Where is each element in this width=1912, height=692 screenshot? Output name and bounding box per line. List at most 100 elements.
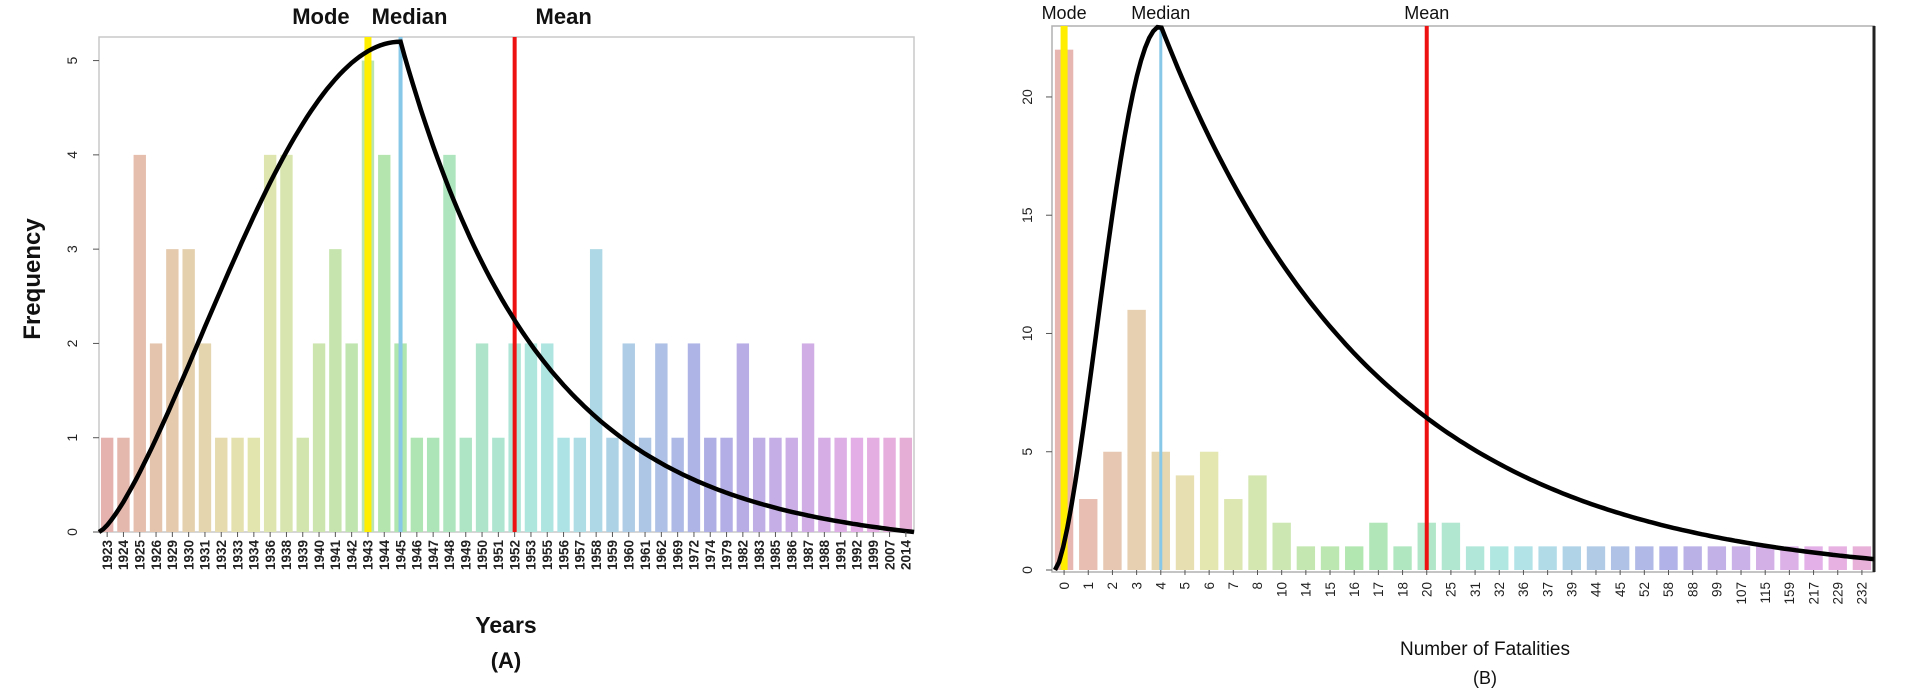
x-tick-label: 8 xyxy=(1250,582,1265,590)
x-tick-label: 58 xyxy=(1661,582,1676,597)
bar-1938 xyxy=(280,154,293,533)
bar-1947 xyxy=(426,437,440,532)
bar-1942 xyxy=(345,343,358,532)
x-tick-label: 2007 xyxy=(882,540,897,570)
bar-1957 xyxy=(573,437,587,532)
bar-1988 xyxy=(818,437,831,532)
mode-label: Mode xyxy=(1042,3,1087,23)
y-tick-label: 3 xyxy=(64,245,80,253)
bar-8 xyxy=(1248,475,1267,570)
x-tick-label: 18 xyxy=(1395,582,1410,597)
panel-a-marker-labels: Mode Median Mean xyxy=(292,4,592,29)
bar-1932 xyxy=(215,437,228,532)
panel-a-label: (A) xyxy=(491,648,522,673)
bar-2014 xyxy=(899,437,913,532)
x-tick-label: 25 xyxy=(1444,582,1459,597)
bar-1962 xyxy=(655,343,668,532)
x-tick-label: 15 xyxy=(1323,582,1338,597)
x-tick-label: 1931 xyxy=(198,540,213,571)
bar-1969 xyxy=(671,437,684,532)
x-tick-label: 217 xyxy=(1806,582,1821,605)
x-tick-label: 1934 xyxy=(247,540,262,571)
x-tick-label: 1962 xyxy=(654,540,669,570)
x-tick-label: 99 xyxy=(1710,582,1725,597)
x-tick-label: 1940 xyxy=(312,540,327,570)
x-tick-label: 1941 xyxy=(328,540,343,571)
x-tick-label: 2014 xyxy=(899,540,914,571)
x-tick-label: 1969 xyxy=(670,540,685,570)
x-tick-label: 1929 xyxy=(165,540,180,570)
bar-6 xyxy=(1199,451,1219,570)
x-tick-label: 1945 xyxy=(393,540,408,571)
x-tick-label: 1999 xyxy=(866,540,881,570)
bar-1992 xyxy=(850,437,864,532)
x-tick-label: 32 xyxy=(1492,582,1507,597)
bar-1949 xyxy=(459,437,472,532)
bar-1979 xyxy=(720,437,733,532)
panel-a-bars xyxy=(100,60,913,533)
bar-37 xyxy=(1538,546,1557,570)
panel-a-xlabel: Years xyxy=(475,612,536,638)
x-tick-label: 1988 xyxy=(817,540,832,571)
bar-32 xyxy=(1490,546,1509,570)
x-tick-label: 1924 xyxy=(116,540,131,571)
x-tick-label: 16 xyxy=(1347,582,1362,597)
x-tick-label: 31 xyxy=(1468,582,1483,597)
bar-115 xyxy=(1756,546,1775,570)
x-tick-label: 1949 xyxy=(458,540,473,570)
x-tick-label: 20 xyxy=(1419,582,1434,597)
panel-a-markers xyxy=(364,37,517,532)
bar-1961 xyxy=(638,437,652,532)
bar-17 xyxy=(1369,522,1388,570)
x-tick-label: 52 xyxy=(1637,582,1652,597)
x-tick-label: 1982 xyxy=(736,540,751,570)
bar-88 xyxy=(1683,546,1702,570)
x-tick-label: 88 xyxy=(1685,582,1700,597)
x-tick-label: 107 xyxy=(1734,582,1749,605)
bar-1929 xyxy=(166,249,179,532)
bar-1959 xyxy=(606,437,619,532)
bar-1955 xyxy=(541,343,554,532)
mean-label: Mean xyxy=(1404,3,1449,23)
y-tick-label: 20 xyxy=(1019,89,1035,105)
bar-7 xyxy=(1224,499,1243,570)
bar-1 xyxy=(1079,499,1098,570)
x-tick-label: 1944 xyxy=(377,540,392,571)
bar-2007 xyxy=(883,437,896,532)
x-tick-label: 159 xyxy=(1782,582,1797,605)
bar-45 xyxy=(1610,546,1630,570)
bar-1953 xyxy=(524,343,538,532)
x-tick-label: 1956 xyxy=(556,540,571,571)
bar-36 xyxy=(1514,546,1533,570)
x-tick-label: 6 xyxy=(1202,582,1217,590)
bar-1931 xyxy=(198,343,212,532)
panel-b-marker-labels: Mode Median Mean xyxy=(1042,3,1450,23)
x-tick-label: 1991 xyxy=(833,540,848,571)
bar-1956 xyxy=(557,437,570,532)
x-tick-label: 7 xyxy=(1226,582,1241,590)
median-label: Median xyxy=(1131,3,1190,23)
panel-b-x-ticks: 0 1 2 3 4 5 6 7 8 10 14 15 16 17 18 20 25 31 32 36 37 39 44 45 5… xyxy=(1057,570,1870,605)
x-tick-label: 115 xyxy=(1758,582,1773,604)
bar-25 xyxy=(1441,522,1461,570)
bar-1934 xyxy=(247,437,261,532)
bar-1924 xyxy=(117,437,130,532)
bar-1951 xyxy=(492,437,505,532)
mode-label: Mode xyxy=(292,4,349,29)
bar-1930 xyxy=(182,249,195,532)
bar-1982 xyxy=(736,343,750,532)
x-tick-label: 44 xyxy=(1589,582,1604,598)
bar-14 xyxy=(1296,546,1316,570)
x-tick-label: 36 xyxy=(1516,582,1531,597)
x-tick-label: 1979 xyxy=(719,540,734,570)
panel-a-ylabel: Frequency xyxy=(19,218,46,340)
y-tick-label: 2 xyxy=(64,339,80,347)
x-tick-label: 1 xyxy=(1081,582,1096,590)
bar-16 xyxy=(1345,546,1364,570)
bar-52 xyxy=(1635,546,1654,570)
y-tick-label: 0 xyxy=(1019,566,1035,574)
bar-58 xyxy=(1659,546,1678,570)
x-tick-label: 1957 xyxy=(573,540,588,570)
